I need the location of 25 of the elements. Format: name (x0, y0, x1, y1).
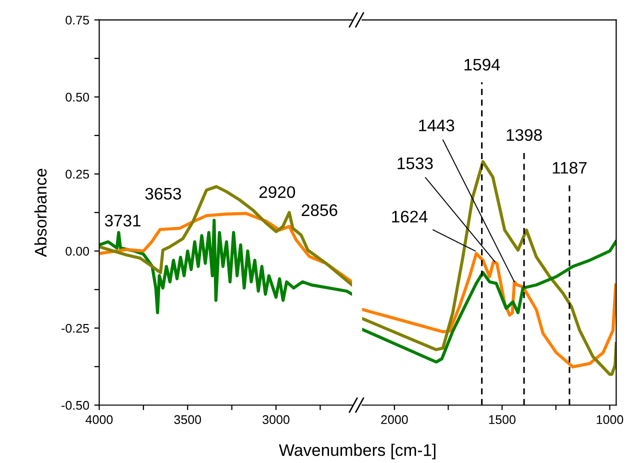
x-axis-title: Wavenumbers [cm-1] (278, 444, 436, 460)
y-tick-label: 0.00 (66, 246, 90, 256)
y-tick-label: -0.50 (62, 400, 90, 410)
y-axis-title: Absorbance (34, 168, 47, 257)
annotation: 1443 (419, 120, 454, 132)
x-tick-label: 3500 (174, 415, 202, 424)
x-tick-label: 4000 (86, 415, 113, 424)
x-tick-label: 1500 (489, 415, 516, 424)
ref-line-label: 1187 (552, 162, 587, 174)
y-tick-label: 0.75 (66, 16, 89, 25)
ref-line-label: 1594 (464, 58, 500, 71)
y-tick-label: 0.25 (66, 170, 89, 179)
annotation: 3653 (145, 188, 181, 200)
annotation: 2856 (302, 204, 338, 216)
x-tick-label: 2000 (381, 415, 408, 424)
y-tick-label: 0.50 (66, 92, 90, 102)
ref-line-label: 1398 (506, 129, 542, 141)
annotation: 1533 (398, 157, 433, 170)
line-series (99, 185, 352, 286)
annotation: 2920 (259, 186, 296, 198)
y-tick-label: -0.25 (62, 324, 89, 333)
annotation: 3731 (104, 214, 141, 227)
annotation: 1624 (392, 210, 428, 223)
x-tick-label: 3000 (262, 415, 290, 424)
x-tick-label: 1000 (596, 415, 624, 424)
